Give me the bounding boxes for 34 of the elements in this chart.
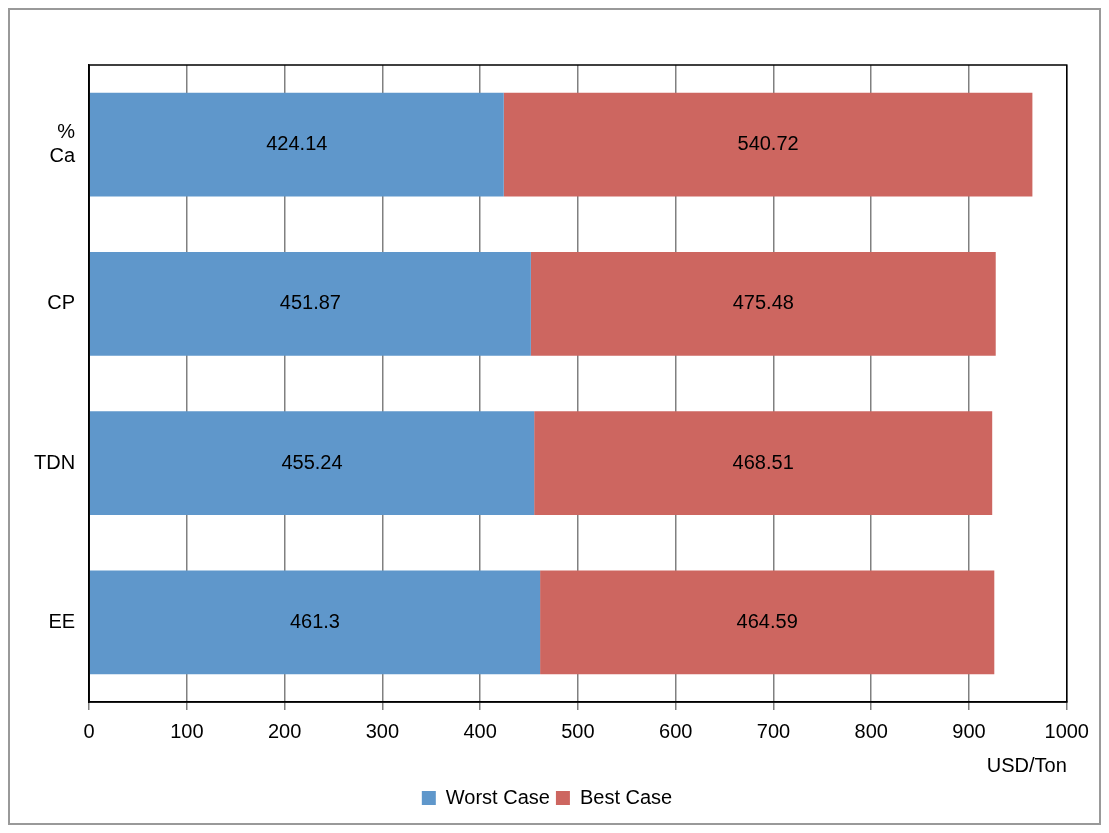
data-label: 451.87 xyxy=(279,291,341,314)
x-tick-label: 300 xyxy=(365,719,400,742)
data-label: 455.24 xyxy=(281,450,343,473)
bar xyxy=(530,252,996,356)
x-tick-label: 800 xyxy=(854,719,888,742)
x-tick-label: 700 xyxy=(756,719,791,742)
data-label: 468.51 xyxy=(732,450,794,473)
bar xyxy=(89,252,531,356)
data-label: 461.3 xyxy=(289,609,340,632)
data-label: 424.14 xyxy=(266,132,328,155)
x-tick-label: 200 xyxy=(267,719,302,742)
data-label: 540.72 xyxy=(737,132,799,155)
y-tick-label: CP xyxy=(47,291,76,314)
bar xyxy=(503,92,1033,197)
bar xyxy=(89,92,504,197)
data-label: 464.59 xyxy=(736,609,798,632)
x-tick-label: 900 xyxy=(952,719,986,742)
x-tick-label: 1000 xyxy=(1044,719,1089,742)
x-axis-title: USD/Ton xyxy=(986,753,1067,776)
x-tick-label: 500 xyxy=(561,719,595,742)
legend-label: Best Case xyxy=(579,785,673,808)
bar xyxy=(89,411,535,515)
y-tick-label: TDN xyxy=(33,450,76,473)
y-tick-label: % Ca xyxy=(49,120,76,167)
bar xyxy=(534,411,993,515)
x-tick-label: 100 xyxy=(170,719,204,742)
x-tick-label: 600 xyxy=(659,719,693,742)
x-tick-label: 400 xyxy=(463,719,497,742)
legend-label: Worst Case xyxy=(445,785,550,808)
bar xyxy=(89,570,541,675)
bar xyxy=(540,570,995,675)
y-tick-label: EE xyxy=(48,609,76,632)
x-tick-label: 0 xyxy=(83,719,95,742)
data-label: 475.48 xyxy=(732,291,794,314)
